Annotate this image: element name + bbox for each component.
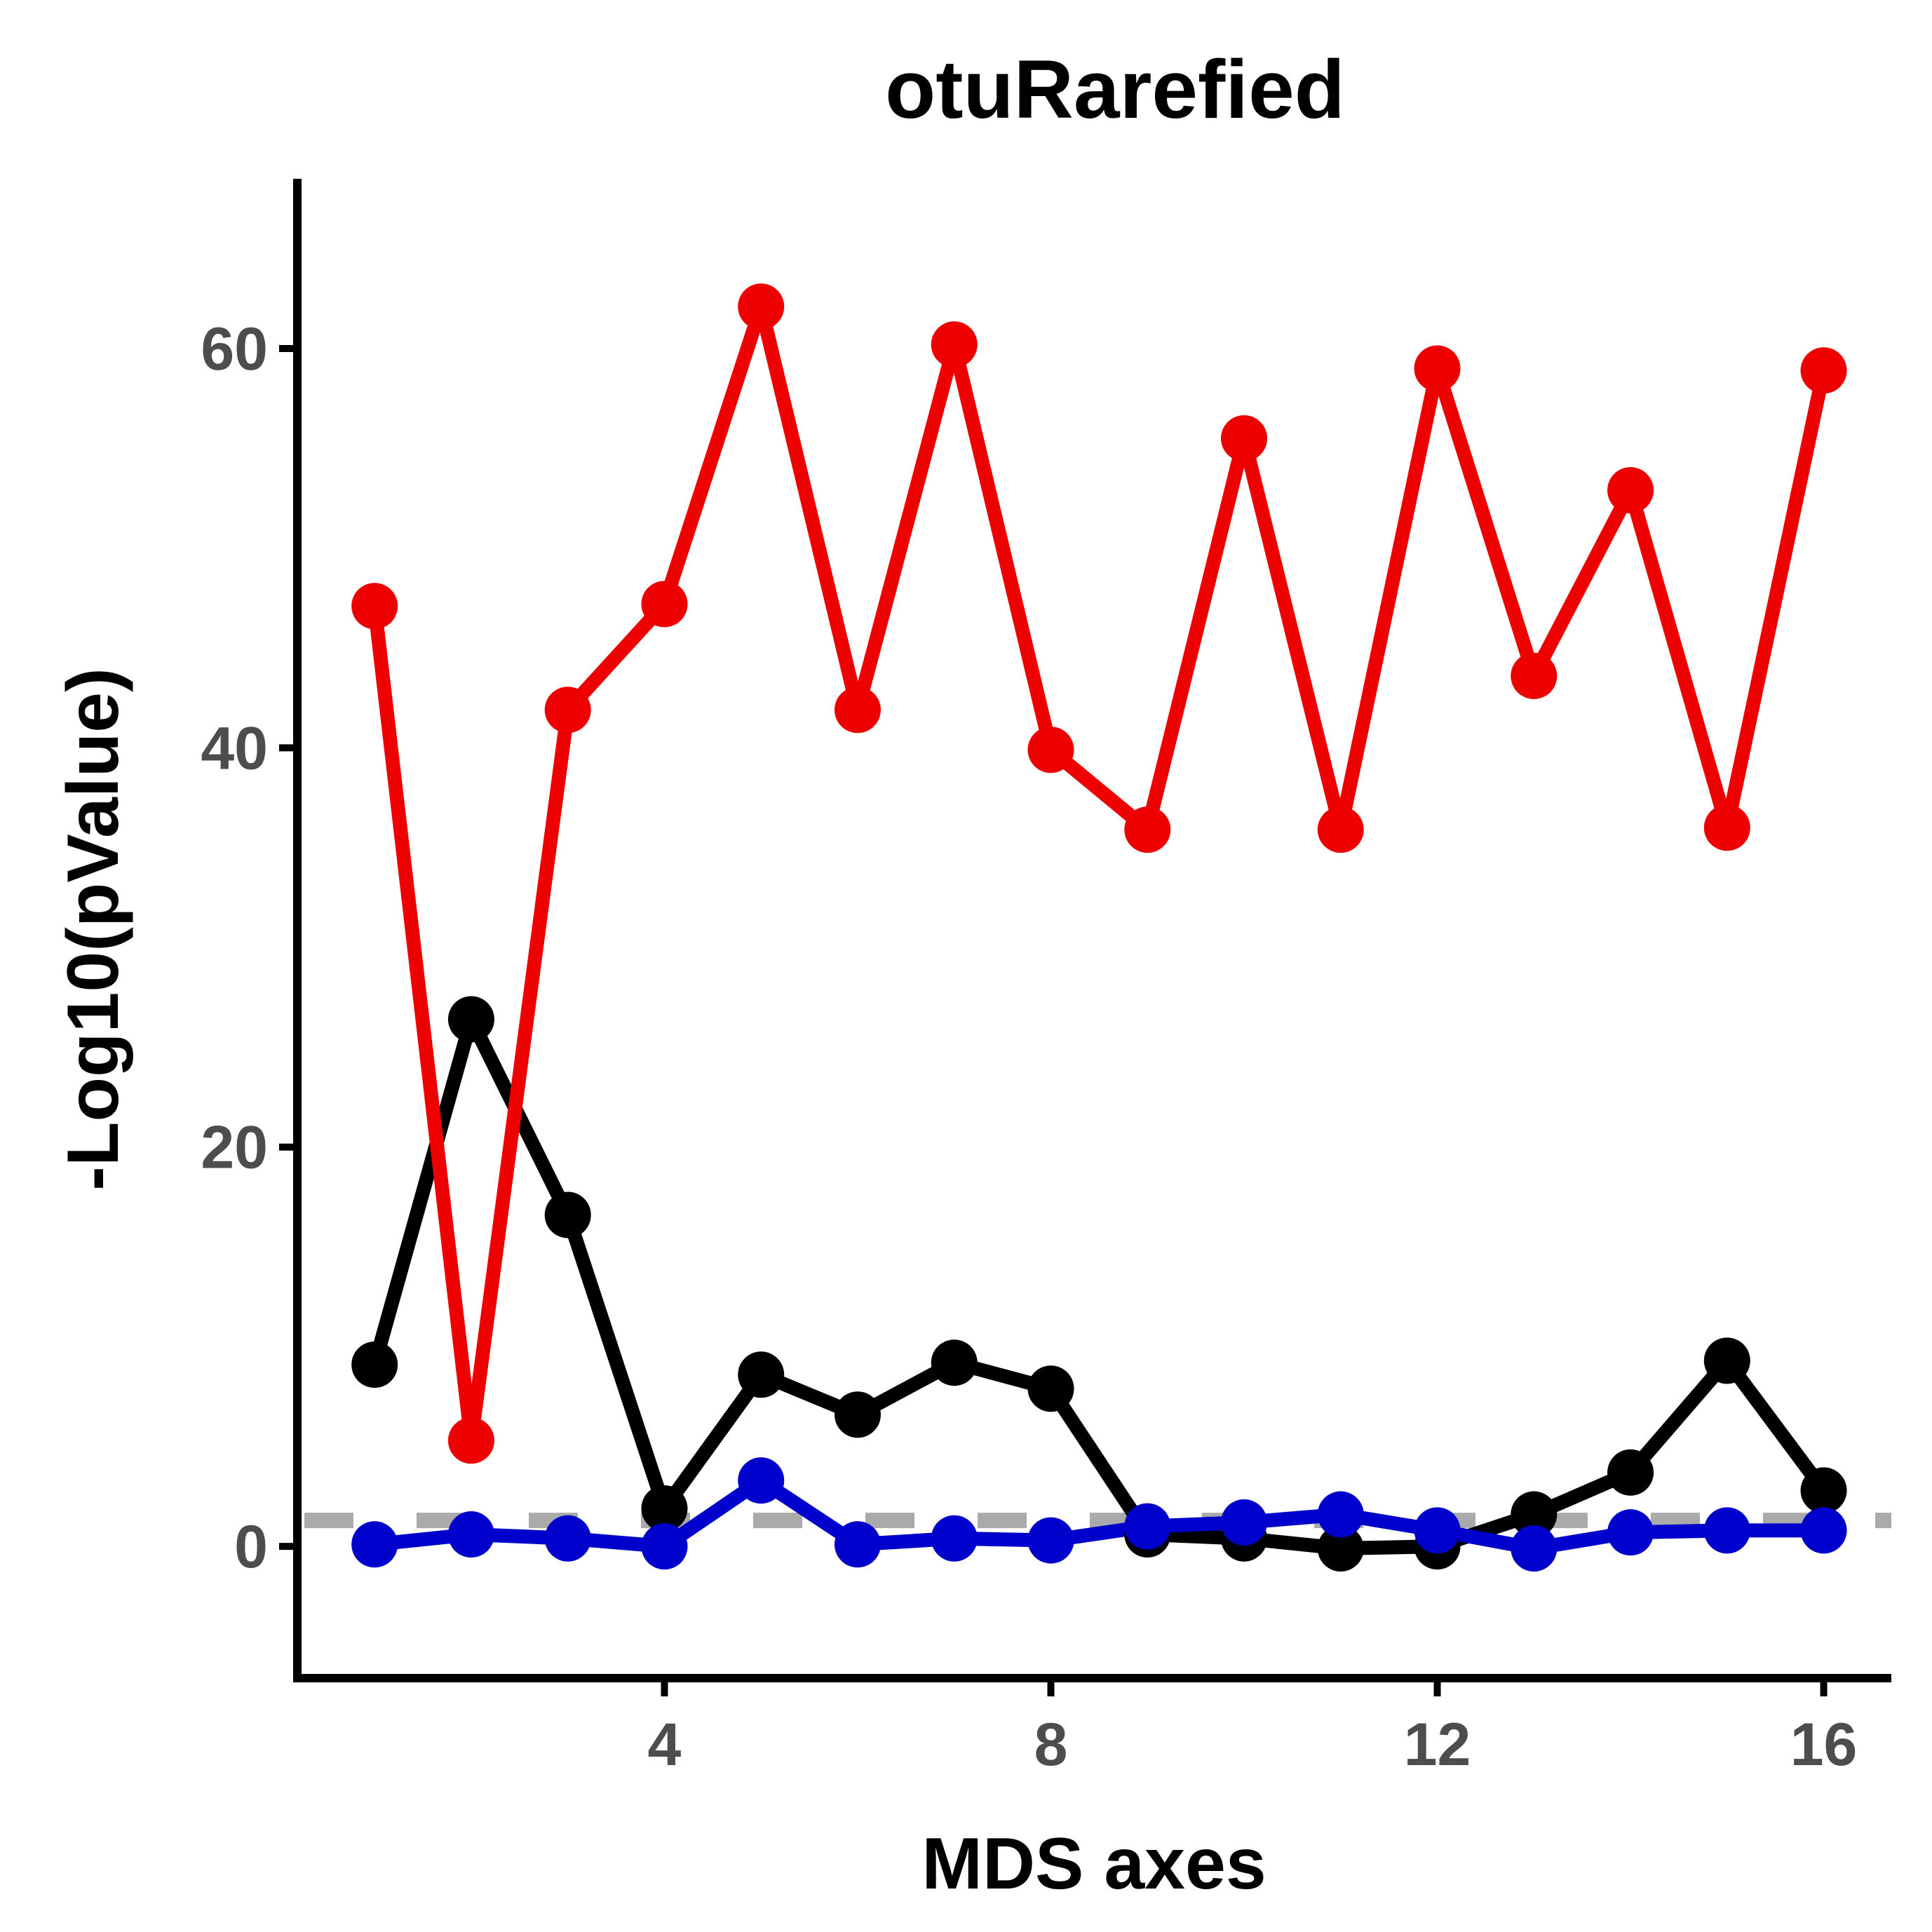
series-2-point	[1800, 347, 1847, 394]
series-3-point	[1800, 1507, 1847, 1554]
series-1-point	[931, 1339, 978, 1386]
series-2-point	[1607, 467, 1654, 514]
series-1-point	[641, 1485, 688, 1532]
series-2-line	[367, 299, 1831, 1448]
series-1-point	[544, 1191, 591, 1238]
series-3-point	[1703, 1507, 1750, 1554]
y-axis-title: -Log10(pValue)	[53, 668, 134, 1190]
series-3-point	[1607, 1509, 1654, 1556]
series-2-point	[738, 283, 785, 330]
series-2-point	[1511, 652, 1558, 699]
series-1-point	[447, 996, 494, 1043]
series-2-point	[834, 687, 881, 734]
series-1-point	[1800, 1467, 1847, 1514]
series-3-point	[931, 1515, 978, 1562]
y-tick-label: 20	[201, 1114, 268, 1182]
series-3-point	[1414, 1507, 1461, 1554]
series-2-point	[1414, 345, 1461, 392]
series-1-point	[1511, 1491, 1558, 1538]
series-1-point	[834, 1391, 881, 1438]
series-2-point	[1317, 806, 1364, 853]
series-3-point	[1511, 1525, 1558, 1572]
series-2-point	[1703, 804, 1750, 851]
series-3-point	[351, 1521, 398, 1568]
series-3-point	[544, 1515, 591, 1562]
series-1-point	[738, 1351, 785, 1398]
series-1-point	[351, 1342, 398, 1389]
series-2-point	[641, 581, 688, 628]
series-2-point	[544, 687, 591, 734]
x-tick-label: 16	[1790, 1711, 1858, 1778]
series-3-point	[1027, 1517, 1074, 1564]
series-2-point	[447, 1417, 494, 1464]
x-tick-label: 12	[1404, 1711, 1471, 1778]
series-1-point	[1317, 1525, 1364, 1572]
x-axis-title: MDS axes	[921, 1823, 1266, 1905]
series-2-point	[931, 321, 978, 368]
series-1-line	[367, 1012, 1831, 1555]
series-1-point	[1703, 1337, 1750, 1384]
series-3-point	[738, 1457, 785, 1504]
y-tick-label: 0	[234, 1513, 268, 1581]
series-2-point	[1124, 806, 1171, 853]
series-3-point	[447, 1511, 494, 1558]
plot-area	[304, 283, 1891, 1572]
series-3-point	[834, 1521, 881, 1568]
series-2-point	[351, 583, 398, 630]
series-1-point	[1027, 1365, 1074, 1412]
series-3-point	[641, 1523, 688, 1570]
chart-title: otuRarefied	[885, 43, 1345, 136]
series-3-point	[1124, 1503, 1171, 1550]
series-2-point	[1027, 727, 1074, 774]
x-tick-label: 4	[648, 1711, 682, 1778]
y-tick-label: 40	[201, 715, 268, 782]
series-3-line	[367, 1473, 1831, 1555]
axis-ticks: 0 20 40 60 4 8 12 16	[201, 316, 1857, 1778]
series-1-point	[1607, 1449, 1654, 1496]
series-2-point	[1221, 415, 1268, 462]
series-3-point	[1317, 1491, 1364, 1538]
y-tick-label: 60	[201, 316, 268, 383]
series-3-point	[1221, 1499, 1268, 1546]
x-tick-label: 8	[1034, 1711, 1068, 1778]
